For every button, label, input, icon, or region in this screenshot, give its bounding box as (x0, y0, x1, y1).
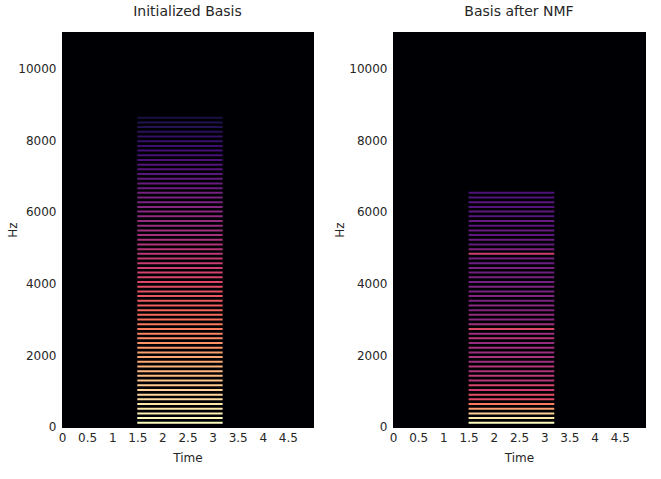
svg-text:8000: 8000 (26, 134, 57, 148)
svg-text:4.5: 4.5 (279, 431, 298, 445)
svg-text:1: 1 (109, 431, 117, 445)
svg-text:Time: Time (504, 451, 534, 465)
svg-text:1.5: 1.5 (460, 431, 479, 445)
svg-text:Hz: Hz (6, 222, 20, 237)
svg-text:0: 0 (390, 431, 398, 445)
html-text:Basis after NMF: Basis after NMF (464, 3, 574, 19)
svg-text:0.5: 0.5 (78, 431, 97, 445)
svg-text:0: 0 (380, 420, 388, 434)
svg-text:0: 0 (49, 420, 57, 434)
svg-text:3: 3 (541, 431, 549, 445)
svg-text:0: 0 (59, 431, 67, 445)
svg-text:2000: 2000 (26, 349, 57, 363)
svg-text:2: 2 (490, 431, 498, 445)
svg-text:2000: 2000 (357, 349, 388, 363)
svg-text:0.5: 0.5 (409, 431, 428, 445)
svg-text:4: 4 (259, 431, 267, 445)
svg-text:3.5: 3.5 (229, 431, 248, 445)
svg-text:10000: 10000 (18, 62, 56, 76)
svg-text:2: 2 (159, 431, 167, 445)
svg-text:2.5: 2.5 (178, 431, 197, 445)
svg-text:2.5: 2.5 (510, 431, 529, 445)
svg-text:10000: 10000 (349, 62, 387, 76)
svg-text:4000: 4000 (26, 277, 57, 291)
svg-text:4000: 4000 (357, 277, 388, 291)
svg-text:4: 4 (591, 431, 599, 445)
svg-text:Time: Time (172, 451, 202, 465)
svg-text:6000: 6000 (357, 205, 388, 219)
svg-text:8000: 8000 (357, 134, 388, 148)
svg-text:6000: 6000 (26, 205, 57, 219)
svg-text:3.5: 3.5 (560, 431, 579, 445)
svg-text:4.5: 4.5 (611, 431, 630, 445)
svg-text:3: 3 (209, 431, 217, 445)
svg-text:1.5: 1.5 (128, 431, 147, 445)
svg-text:Hz: Hz (333, 222, 347, 237)
svg-text:1: 1 (440, 431, 448, 445)
html-text:Initialized Basis: Initialized Basis (133, 3, 242, 19)
